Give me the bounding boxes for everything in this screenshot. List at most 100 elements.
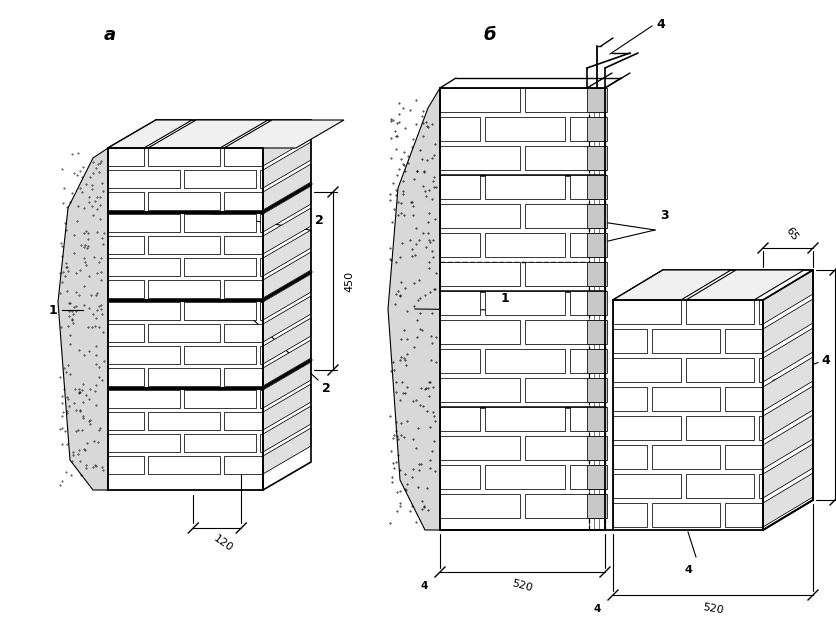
Polygon shape xyxy=(260,346,263,364)
Polygon shape xyxy=(440,262,519,286)
Polygon shape xyxy=(108,324,144,342)
Polygon shape xyxy=(440,465,479,489)
Text: 3: 3 xyxy=(660,209,668,222)
Polygon shape xyxy=(184,170,256,188)
Polygon shape xyxy=(569,117,604,141)
Polygon shape xyxy=(148,148,220,166)
Polygon shape xyxy=(108,120,191,148)
Polygon shape xyxy=(612,445,646,469)
Polygon shape xyxy=(686,416,753,440)
Polygon shape xyxy=(724,329,762,353)
Text: 2: 2 xyxy=(314,214,324,227)
Polygon shape xyxy=(724,503,762,527)
Polygon shape xyxy=(148,120,268,148)
Polygon shape xyxy=(586,494,606,518)
Polygon shape xyxy=(108,170,180,188)
Polygon shape xyxy=(762,444,812,498)
Polygon shape xyxy=(569,175,604,199)
Polygon shape xyxy=(263,186,311,232)
Polygon shape xyxy=(484,465,564,489)
Polygon shape xyxy=(440,146,519,170)
Polygon shape xyxy=(108,368,144,386)
Polygon shape xyxy=(586,436,606,460)
Polygon shape xyxy=(612,387,646,411)
Polygon shape xyxy=(440,233,479,257)
Polygon shape xyxy=(651,329,719,353)
Polygon shape xyxy=(224,280,263,298)
Text: 4: 4 xyxy=(655,18,664,31)
Polygon shape xyxy=(440,349,479,373)
Polygon shape xyxy=(484,117,564,141)
Polygon shape xyxy=(484,233,564,257)
Polygon shape xyxy=(263,362,311,408)
Polygon shape xyxy=(184,302,256,320)
Polygon shape xyxy=(586,146,606,170)
Polygon shape xyxy=(108,192,144,210)
Polygon shape xyxy=(612,416,681,440)
Text: 4: 4 xyxy=(820,354,828,367)
Polygon shape xyxy=(524,146,604,170)
Polygon shape xyxy=(388,88,440,530)
Text: 120: 120 xyxy=(212,534,234,554)
Polygon shape xyxy=(524,262,604,286)
Polygon shape xyxy=(762,386,812,440)
Polygon shape xyxy=(108,302,180,320)
Polygon shape xyxy=(260,434,263,452)
Polygon shape xyxy=(762,357,812,411)
Polygon shape xyxy=(524,378,604,402)
Polygon shape xyxy=(184,434,256,452)
Polygon shape xyxy=(108,258,180,276)
Polygon shape xyxy=(224,236,263,254)
Text: 65: 65 xyxy=(783,225,799,242)
Polygon shape xyxy=(524,436,604,460)
Polygon shape xyxy=(758,300,762,324)
Polygon shape xyxy=(108,434,180,452)
Polygon shape xyxy=(260,214,263,232)
Polygon shape xyxy=(440,88,519,112)
Polygon shape xyxy=(586,88,606,112)
Polygon shape xyxy=(148,236,220,254)
Polygon shape xyxy=(651,387,719,411)
Polygon shape xyxy=(148,456,220,474)
Polygon shape xyxy=(224,148,263,166)
Polygon shape xyxy=(724,445,762,469)
Polygon shape xyxy=(263,428,311,474)
Polygon shape xyxy=(260,302,263,320)
Text: 520: 520 xyxy=(511,578,533,593)
Text: 1: 1 xyxy=(501,292,509,305)
Polygon shape xyxy=(762,415,812,469)
Polygon shape xyxy=(758,416,762,440)
Polygon shape xyxy=(58,148,108,490)
Polygon shape xyxy=(184,346,256,364)
Text: 1: 1 xyxy=(48,303,57,317)
Polygon shape xyxy=(148,368,220,386)
Polygon shape xyxy=(440,204,519,228)
Polygon shape xyxy=(108,214,180,232)
Polygon shape xyxy=(108,236,144,254)
Polygon shape xyxy=(263,208,311,254)
Polygon shape xyxy=(569,465,604,489)
Polygon shape xyxy=(263,318,311,364)
Polygon shape xyxy=(612,503,646,527)
Polygon shape xyxy=(524,320,604,344)
Polygon shape xyxy=(586,262,606,286)
Polygon shape xyxy=(260,170,263,188)
Polygon shape xyxy=(686,270,803,300)
Polygon shape xyxy=(569,349,604,373)
Polygon shape xyxy=(586,465,606,489)
Polygon shape xyxy=(762,328,812,382)
Polygon shape xyxy=(569,407,604,431)
Polygon shape xyxy=(686,300,753,324)
Polygon shape xyxy=(724,387,762,411)
Polygon shape xyxy=(440,436,519,460)
Polygon shape xyxy=(586,407,606,431)
Polygon shape xyxy=(586,175,606,199)
Polygon shape xyxy=(586,349,606,373)
Text: 450: 450 xyxy=(344,271,354,291)
Polygon shape xyxy=(440,117,479,141)
Polygon shape xyxy=(224,120,344,148)
Polygon shape xyxy=(263,340,311,386)
Polygon shape xyxy=(263,296,311,342)
Polygon shape xyxy=(484,349,564,373)
Polygon shape xyxy=(224,456,263,474)
